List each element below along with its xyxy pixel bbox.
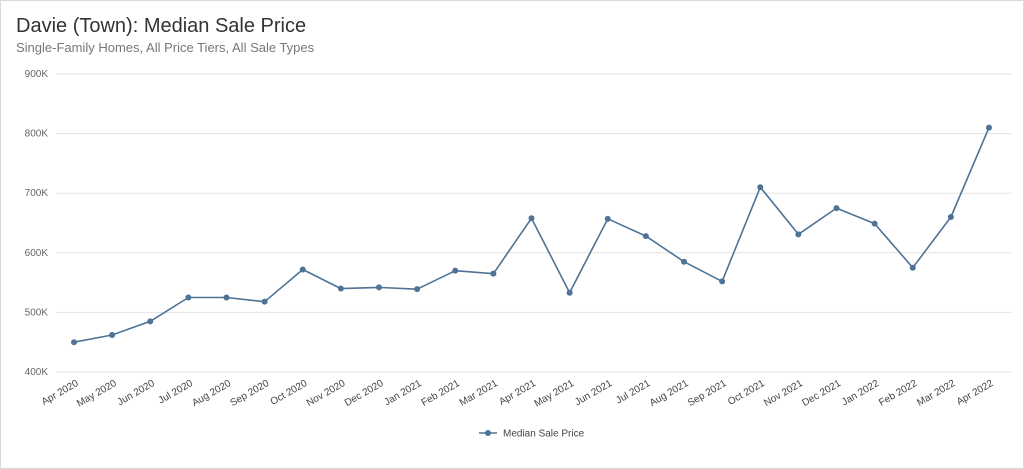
y-axis-ticks: 400K 500K 600K 700K 800K 900K bbox=[25, 69, 49, 378]
data-point[interactable] bbox=[604, 215, 611, 222]
y-tick-label: 400K bbox=[25, 367, 49, 378]
legend[interactable]: Median Sale Price bbox=[479, 429, 585, 440]
data-point[interactable] bbox=[528, 215, 535, 222]
x-tick-label: Dec 2021 bbox=[800, 378, 843, 409]
x-tick-label: Nov 2021 bbox=[762, 378, 805, 409]
data-point[interactable] bbox=[71, 339, 77, 346]
data-point[interactable] bbox=[947, 214, 954, 221]
x-tick-label: May 2021 bbox=[533, 378, 577, 410]
data-point[interactable] bbox=[490, 270, 497, 277]
data-point[interactable] bbox=[642, 233, 649, 240]
y-tick-label: 600K bbox=[25, 248, 49, 259]
x-tick-label: Jan 2022 bbox=[840, 378, 882, 408]
data-point[interactable] bbox=[414, 286, 421, 293]
data-point[interactable] bbox=[376, 284, 382, 291]
x-tick-label: Apr 2022 bbox=[955, 378, 996, 408]
data-point[interactable] bbox=[871, 220, 878, 227]
legend-label[interactable]: Median Sale Price bbox=[503, 429, 585, 440]
data-point[interactable] bbox=[986, 124, 992, 131]
data-point[interactable] bbox=[337, 285, 344, 292]
series-median-sale-price[interactable] bbox=[71, 124, 992, 346]
series-line bbox=[73, 127, 990, 343]
data-point[interactable] bbox=[719, 278, 726, 285]
chart-subtitle: Single-Family Homes, All Price Tiers, Al… bbox=[16, 40, 315, 55]
y-tick-label: 500K bbox=[25, 307, 49, 318]
data-point[interactable] bbox=[452, 267, 459, 274]
data-point[interactable] bbox=[757, 184, 764, 191]
x-tick-label: Apr 2020 bbox=[40, 378, 81, 408]
x-tick-label: Feb 2022 bbox=[877, 378, 919, 409]
x-tick-label: Mar 2022 bbox=[915, 378, 957, 409]
x-tick-label: Oct 2020 bbox=[269, 378, 310, 408]
x-tick-label: Aug 2020 bbox=[190, 378, 233, 409]
data-point[interactable] bbox=[109, 332, 116, 339]
data-point[interactable] bbox=[223, 294, 230, 301]
x-tick-label: Sep 2021 bbox=[686, 378, 729, 409]
data-point[interactable] bbox=[681, 258, 687, 265]
x-tick-label: Sep 2020 bbox=[229, 378, 272, 409]
x-tick-label: Oct 2021 bbox=[726, 378, 767, 408]
x-tick-label: Mar 2021 bbox=[458, 378, 500, 409]
x-tick-label: Feb 2021 bbox=[420, 378, 462, 409]
x-tick-label: Jun 2021 bbox=[573, 378, 615, 408]
data-point[interactable] bbox=[299, 266, 306, 273]
data-point[interactable] bbox=[185, 294, 192, 301]
x-tick-label: Dec 2020 bbox=[343, 378, 386, 409]
x-tick-label: Apr 2021 bbox=[497, 378, 538, 408]
data-point[interactable] bbox=[833, 205, 840, 212]
data-point[interactable] bbox=[795, 231, 802, 238]
data-point[interactable] bbox=[147, 318, 154, 325]
x-tick-label: May 2020 bbox=[75, 378, 119, 410]
x-tick-label: Aug 2021 bbox=[648, 378, 691, 409]
gridlines bbox=[56, 73, 1011, 373]
data-point[interactable] bbox=[261, 298, 268, 305]
y-tick-label: 900K bbox=[25, 69, 49, 80]
x-tick-label: Jul 2021 bbox=[614, 378, 653, 407]
y-tick-label: 700K bbox=[25, 188, 49, 199]
x-tick-label: Jun 2020 bbox=[116, 378, 158, 408]
legend-swatch-marker bbox=[485, 430, 491, 436]
x-tick-label: Nov 2020 bbox=[305, 378, 348, 409]
x-tick-label: Jul 2020 bbox=[157, 378, 196, 407]
chart-title: Davie (Town): Median Sale Price bbox=[16, 15, 307, 37]
data-point[interactable] bbox=[566, 289, 573, 296]
data-point[interactable] bbox=[909, 264, 916, 271]
x-tick-label: Jan 2021 bbox=[382, 378, 424, 408]
y-tick-label: 800K bbox=[25, 129, 49, 140]
